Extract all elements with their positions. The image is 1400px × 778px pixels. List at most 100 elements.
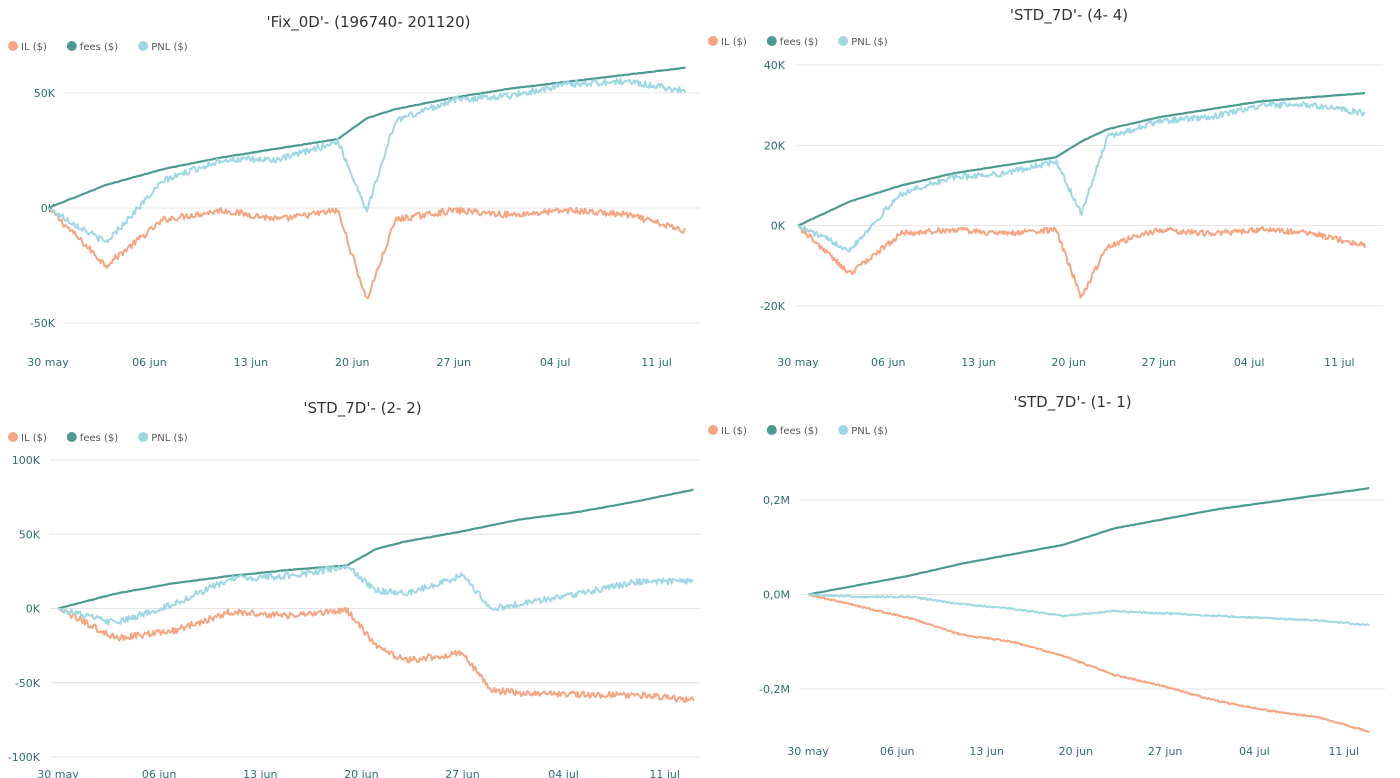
y-tick-label: 0K: [26, 603, 41, 616]
y-tick-label: 40K: [764, 59, 786, 72]
x-tick-label: 11 jul: [1328, 745, 1359, 758]
chart-panel-std-7d-2-2: 'STD_7D'- (2- 2) IL ($) fees ($) PNL ($) 100…: [0, 389, 700, 778]
legend-label: PNL ($): [851, 37, 888, 48]
legend-item-il[interactable]: IL ($): [708, 36, 747, 48]
chart-title: 'STD_7D'- (1- 1): [1013, 393, 1131, 412]
series-line-fees: [797, 91, 1366, 227]
legend-label: fees ($): [80, 42, 118, 53]
x-tick-label: 27 jun: [436, 356, 471, 369]
x-tick-label: 11 jul: [649, 768, 680, 778]
legend-item-pnl[interactable]: PNL ($): [138, 432, 188, 444]
chart-title: 'STD_7D'- (4- 4): [1010, 6, 1128, 25]
y-tick-label: 50K: [19, 528, 41, 541]
legend-item-il[interactable]: IL ($): [708, 425, 747, 437]
legend-label: IL ($): [21, 42, 47, 53]
legend-label: fees ($): [780, 37, 818, 48]
series-line-fees: [47, 66, 686, 210]
legend-label: PNL ($): [851, 426, 888, 437]
x-tick-label: 13 jun: [961, 356, 996, 369]
x-tick-label: 30 may: [27, 356, 69, 369]
x-tick-label: 20 jun: [1059, 745, 1094, 758]
legend-item-fees[interactable]: fees ($): [766, 36, 818, 48]
series-line-fees: [57, 488, 694, 610]
series-line-pnl: [797, 101, 1366, 253]
x-tick-label: 04 jul: [548, 768, 579, 778]
y-tick-label: 100K: [12, 454, 41, 467]
series-line-pnl: [808, 593, 1370, 627]
x-tick-label: 30 may: [37, 768, 79, 778]
y-tick-label: 20K: [764, 139, 786, 152]
chart-panel-std-7d-1-1: 'STD_7D'- (1- 1) IL ($) fees ($) PNL ($) 0,2…: [700, 389, 1400, 778]
y-tick-label: -20K: [760, 300, 786, 313]
x-tick-label: 13 jun: [969, 745, 1004, 758]
legend-label: fees ($): [80, 433, 118, 444]
x-tick-label: 27 jun: [1148, 745, 1183, 758]
legend-marker-icon: [8, 432, 18, 442]
y-tick-label: 50K: [34, 87, 56, 100]
legend-marker-icon: [838, 425, 849, 435]
x-tick-label: 04 jul: [1239, 745, 1270, 758]
chart-title: 'Fix_0D'- (196740- 201120): [266, 13, 470, 32]
x-tick-label: 13 jun: [243, 768, 278, 778]
legend-marker-icon: [708, 36, 718, 46]
x-tick-label: 20 jun: [335, 356, 370, 369]
x-tick-label: 11 jul: [641, 356, 672, 369]
legend-item-pnl[interactable]: PNL ($): [138, 41, 188, 53]
legend-item-pnl[interactable]: PNL ($): [838, 425, 888, 437]
chart-title: 'STD_7D'- (2- 2): [303, 399, 421, 418]
series-line-fees: [807, 486, 1370, 596]
x-tick-label: 06 jun: [132, 356, 167, 369]
chart-svg: 'Fix_0D'- (196740- 201120) IL ($) fees ($)…: [8, 13, 700, 369]
chart-svg: 'STD_7D'- (2- 2) IL ($) fees ($) PNL ($) 100…: [8, 399, 700, 778]
chart-panel-fix-0d: 'Fix_0D'- (196740- 201120) IL ($) fees ($)…: [0, 0, 700, 389]
x-tick-label: 04 jul: [1234, 356, 1265, 369]
legend-marker-icon: [66, 41, 77, 51]
series-line-pnl: [57, 564, 695, 626]
y-tick-label: -100K: [8, 751, 41, 764]
chart-panel-std-7d-4-4: 'STD_7D'- (4- 4) IL ($) fees ($) PNL ($) 40K…: [700, 0, 1400, 389]
legend-marker-icon: [8, 41, 18, 51]
legend-item-pnl[interactable]: PNL ($): [838, 36, 888, 48]
y-tick-label: -50K: [15, 677, 41, 690]
legend-item-il[interactable]: IL ($): [8, 432, 47, 444]
series-line-il: [807, 593, 1370, 733]
legend-item-fees[interactable]: fees ($): [766, 425, 818, 437]
x-tick-label: 06 jun: [142, 768, 177, 778]
legend-marker-icon: [766, 36, 777, 46]
legend-marker-icon: [66, 432, 77, 442]
y-tick-label: 0K: [771, 220, 786, 233]
x-tick-label: 20 jun: [344, 768, 379, 778]
chart-svg: 'STD_7D'- (1- 1) IL ($) fees ($) PNL ($) 0,2…: [708, 393, 1385, 758]
x-tick-label: 13 jun: [234, 356, 269, 369]
legend-label: IL ($): [721, 37, 747, 48]
legend-item-fees[interactable]: fees ($): [66, 432, 118, 444]
legend-label: fees ($): [780, 426, 818, 437]
x-tick-label: 04 jul: [540, 356, 571, 369]
legend-marker-icon: [838, 36, 849, 46]
legend-marker-icon: [766, 425, 777, 435]
y-tick-label: -0,2M: [759, 683, 790, 696]
legend-label: IL ($): [21, 433, 47, 444]
legend-label: PNL ($): [151, 433, 188, 444]
x-tick-label: 11 jul: [1324, 356, 1355, 369]
y-tick-label: 0,2M: [763, 494, 790, 507]
legend-marker-icon: [138, 41, 149, 51]
x-tick-label: 30 may: [787, 745, 829, 758]
y-tick-label: 0,0M: [763, 589, 790, 602]
series-line-pnl: [47, 77, 687, 244]
x-tick-label: 27 jun: [1142, 356, 1177, 369]
series-line-il: [57, 606, 695, 704]
legend-marker-icon: [708, 425, 718, 435]
x-tick-label: 06 jun: [880, 745, 915, 758]
legend-item-il[interactable]: IL ($): [8, 41, 47, 53]
x-tick-label: 06 jun: [871, 356, 906, 369]
x-tick-label: 20 jun: [1051, 356, 1086, 369]
series-line-il: [47, 206, 686, 300]
legend-label: IL ($): [721, 426, 747, 437]
x-tick-label: 30 may: [777, 356, 819, 369]
chart-svg: 'STD_7D'- (4- 4) IL ($) fees ($) PNL ($) 40K…: [708, 6, 1383, 369]
series-line-il: [797, 224, 1367, 299]
x-tick-label: 27 jun: [445, 768, 480, 778]
legend-item-fees[interactable]: fees ($): [66, 41, 118, 53]
legend-label: PNL ($): [151, 42, 188, 53]
